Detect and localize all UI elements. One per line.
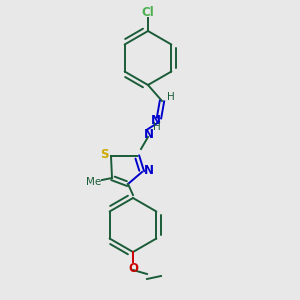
Text: Me: Me [86,177,102,187]
Text: O: O [128,262,138,275]
Text: S: S [100,148,108,161]
Text: N: N [151,115,161,128]
Text: N: N [144,164,154,178]
Text: H: H [153,122,161,132]
Text: N: N [144,128,154,140]
Text: Cl: Cl [142,5,154,19]
Text: H: H [167,92,175,102]
